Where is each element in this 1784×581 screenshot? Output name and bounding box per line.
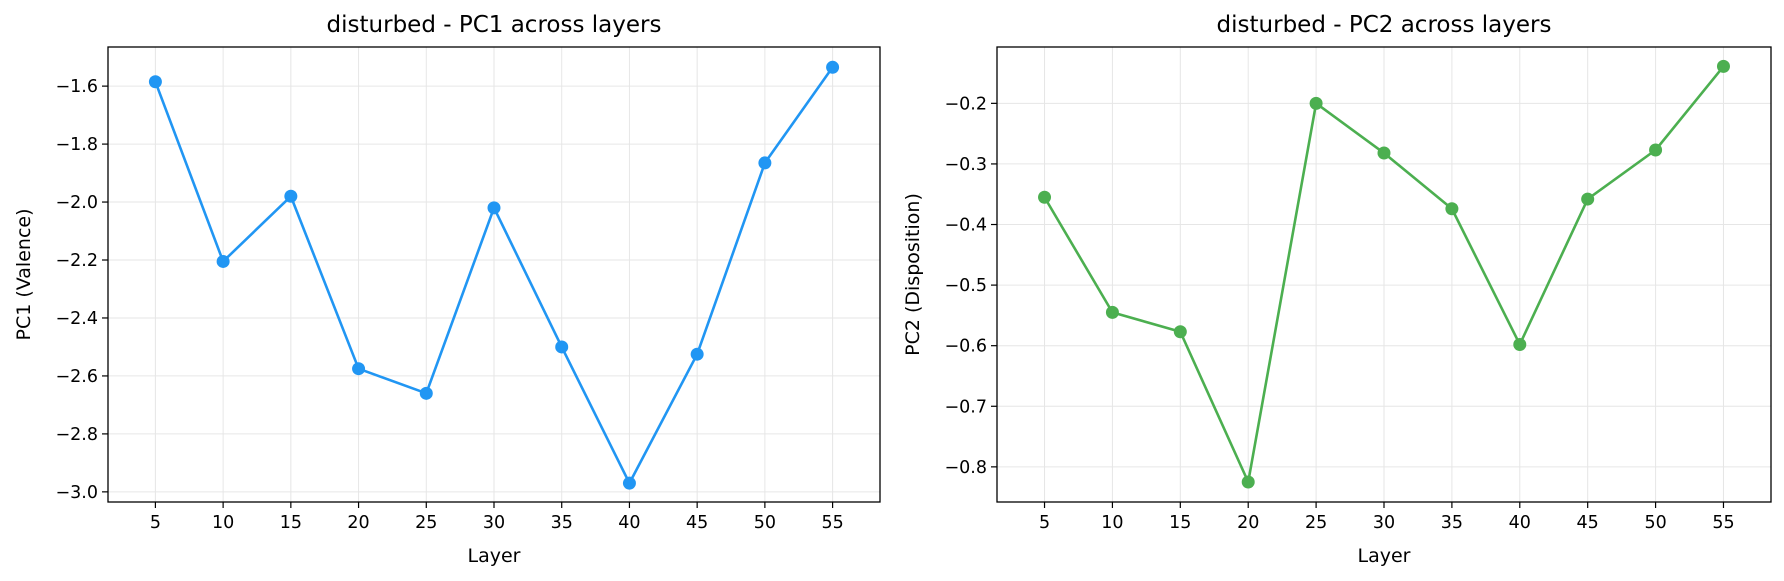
y-tick-label: −2.0 — [56, 193, 99, 213]
data-point — [1716, 59, 1730, 73]
x-tick-label: 55 — [1712, 513, 1734, 533]
data-point — [487, 201, 501, 215]
data-point — [1445, 202, 1459, 216]
y-tick-label: −0.3 — [945, 155, 988, 175]
data-point — [216, 254, 230, 268]
y-tick-label: −0.7 — [945, 397, 988, 417]
x-tick-label: 50 — [1644, 513, 1666, 533]
y-tick-label: −2.2 — [56, 251, 99, 271]
plot-frame — [996, 46, 1772, 503]
data-point — [1377, 146, 1391, 160]
x-tick-label: 5 — [1039, 513, 1050, 533]
y-axis-label: PC1 (Valence) — [13, 209, 35, 341]
x-tick-label: 40 — [618, 513, 640, 533]
data-point — [1581, 192, 1595, 206]
x-tick-label: 25 — [1305, 513, 1327, 533]
chart-panel-1: 5 10 15 20 25 30 35 40 45 50 55 −1.6 −1.8 −2.0 −2.2 −2.… — [13, 12, 881, 567]
chart-panel-2: 5 10 15 20 25 30 35 40 45 50 55 −0.2 −0.3 −0.4 −0.5 −0.… — [902, 12, 1772, 567]
y-tick-label: −1.6 — [56, 77, 99, 97]
x-tick-label: 10 — [1101, 513, 1123, 533]
x-tick-label: 20 — [347, 513, 369, 533]
plot-frame — [107, 46, 881, 503]
x-tick-label: 40 — [1509, 513, 1531, 533]
data-point — [826, 60, 840, 74]
y-axis-label: PC2 (Disposition) — [902, 193, 924, 356]
x-axis-label: Layer — [468, 545, 521, 567]
y-tick-label: −0.8 — [945, 458, 988, 478]
data-point — [284, 189, 298, 203]
x-tick-label: 20 — [1237, 513, 1259, 533]
x-tick-label: 45 — [686, 513, 708, 533]
y-tick-label: −0.5 — [945, 276, 988, 296]
y-tick-label: −3.0 — [56, 483, 99, 503]
y-tick-label: −2.8 — [56, 425, 99, 445]
data-point — [622, 476, 636, 490]
x-tick-label: 35 — [551, 513, 573, 533]
data-point — [1649, 143, 1663, 157]
data-point — [1309, 96, 1323, 110]
x-tick-label: 55 — [821, 513, 843, 533]
x-tick-label: 50 — [754, 513, 776, 533]
x-tick-label: 45 — [1577, 513, 1599, 533]
x-tick-label: 15 — [1169, 513, 1191, 533]
data-point — [1513, 337, 1527, 351]
y-tick-label: −2.6 — [56, 367, 99, 387]
data-point — [555, 340, 569, 354]
y-tick-label: −0.6 — [945, 337, 988, 357]
y-tick-label: −0.4 — [945, 216, 988, 236]
data-point — [352, 362, 366, 376]
x-tick-label: 25 — [415, 513, 437, 533]
x-tick-label: 10 — [212, 513, 234, 533]
data-point — [758, 156, 772, 170]
x-tick-label: 35 — [1441, 513, 1463, 533]
data-point — [1038, 190, 1052, 204]
data-point — [419, 386, 433, 400]
x-tick-label: 15 — [280, 513, 302, 533]
y-tick-label: −2.4 — [56, 309, 99, 329]
data-point — [148, 75, 162, 89]
x-tick-label: 5 — [150, 513, 161, 533]
x-tick-label: 30 — [483, 513, 505, 533]
chart-title: disturbed - PC2 across layers — [1217, 12, 1552, 38]
data-point — [690, 347, 704, 361]
x-axis-label: Layer — [1358, 545, 1411, 567]
chart-title: disturbed - PC1 across layers — [327, 12, 662, 38]
data-point — [1105, 305, 1119, 319]
x-tick-label: 30 — [1373, 513, 1395, 533]
data-point — [1241, 475, 1255, 489]
data-point — [1173, 325, 1187, 339]
y-tick-label: −0.2 — [945, 94, 988, 114]
y-tick-label: −1.8 — [56, 135, 99, 155]
